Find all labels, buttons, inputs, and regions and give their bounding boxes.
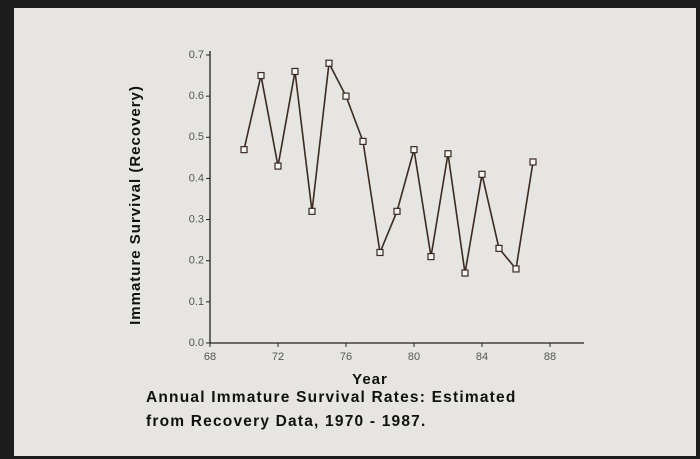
- data-point: [529, 158, 537, 166]
- data-point: [478, 170, 486, 178]
- data-point: [393, 207, 401, 215]
- slide: [14, 8, 696, 456]
- x-tick-label: 80: [408, 351, 420, 363]
- data-point: [495, 244, 503, 252]
- data-point: [274, 162, 282, 170]
- data-point: [444, 150, 452, 158]
- y-tick-label: 0.5: [189, 131, 204, 143]
- data-point: [427, 253, 435, 261]
- y-tick-label: 0.1: [189, 296, 204, 308]
- y-axis-label: Immature Survival (Recovery): [127, 85, 144, 325]
- data-point: [291, 67, 299, 76]
- x-tick-label: 76: [340, 351, 352, 363]
- data-point: [240, 146, 248, 154]
- x-tick-label: 84: [476, 351, 488, 363]
- y-tick-label: 0.7: [189, 49, 204, 61]
- data-point: [410, 146, 418, 154]
- y-tick-label: 0.3: [189, 213, 204, 225]
- data-point: [376, 248, 384, 257]
- data-point: [308, 207, 316, 215]
- y-tick-label: 0.6: [189, 90, 204, 102]
- data-point: [325, 59, 333, 67]
- caption-line: Annual Immature Survival Rates: Estimate…: [146, 389, 517, 406]
- x-tick-label: 68: [204, 351, 216, 363]
- data-point: [461, 269, 469, 277]
- x-tick-label: 72: [272, 351, 284, 363]
- data-point: [512, 265, 520, 273]
- data-line: [243, 60, 534, 274]
- x-axis-label: Year: [352, 371, 388, 388]
- y-tick-label: 0.4: [189, 172, 204, 184]
- data-point: [257, 71, 265, 80]
- y-tick-label: 0.2: [189, 255, 204, 267]
- y-tick-label: 0.0: [189, 337, 204, 349]
- data-point: [342, 92, 350, 100]
- x-tick-label: 88: [544, 351, 556, 363]
- caption-line: from Recovery Data, 1970 - 1987.: [146, 413, 427, 430]
- data-point: [359, 137, 367, 145]
